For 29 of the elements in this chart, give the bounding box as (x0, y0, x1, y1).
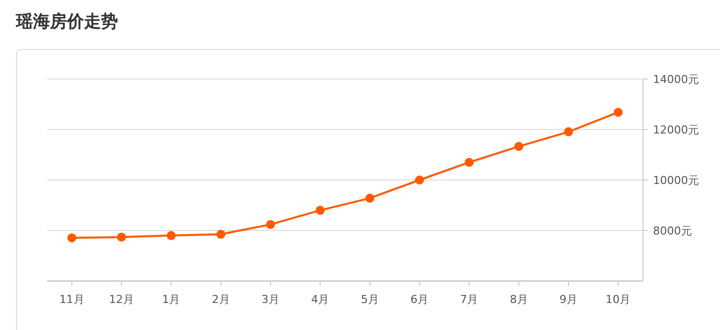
point (166, 231, 176, 240)
x-tick-label: 5月 (360, 293, 379, 306)
point (365, 194, 374, 203)
x-tick-label: 2月 (212, 293, 230, 306)
point (415, 176, 424, 184)
point (464, 158, 474, 167)
x-tick-label: 3月 (262, 293, 280, 306)
x-tick-label: 10月 (606, 293, 631, 306)
point (316, 206, 325, 215)
point (614, 108, 623, 117)
x-tick-label: 12月 (109, 293, 134, 306)
x-tick-label: 8月 (510, 293, 528, 306)
x-tick-label: 6月 (410, 293, 428, 306)
chart-title: 瑶海房价走势 (15, 12, 118, 32)
point (514, 142, 524, 151)
y-tick-label: 8000元 (653, 224, 692, 238)
point (216, 230, 226, 239)
x-tick-label: 1月 (162, 293, 180, 306)
y-tick-label: 12000元 (653, 124, 699, 136)
x-tick-label: 9月 (560, 293, 578, 306)
y-tick-label: 14000元 (653, 73, 699, 86)
x-tick-label: 7月 (460, 293, 478, 306)
point (117, 232, 126, 242)
point (266, 220, 275, 229)
x-tick-label: 11月 (59, 293, 84, 306)
point (67, 233, 76, 242)
point (564, 127, 573, 136)
x-tick-label: 4月 (311, 293, 330, 306)
y-tick-label: 10000元 (653, 174, 699, 187)
